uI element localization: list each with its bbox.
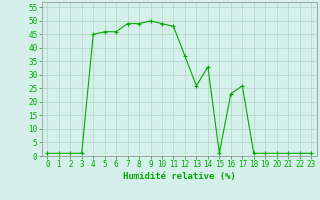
X-axis label: Humidité relative (%): Humidité relative (%)	[123, 172, 236, 181]
